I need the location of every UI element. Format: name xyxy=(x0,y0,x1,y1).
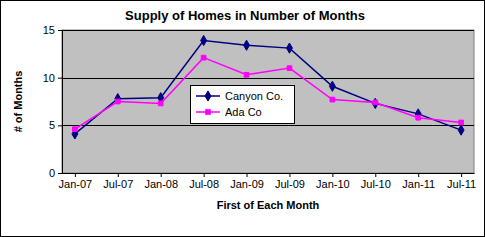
y-tick-mark xyxy=(58,78,62,79)
series-marker xyxy=(244,40,250,50)
series-line xyxy=(75,40,461,133)
x-tick-label: Jan-08 xyxy=(144,178,178,190)
x-tick: Jan-11 xyxy=(402,173,435,190)
series-marker xyxy=(201,35,207,45)
x-tick-label: Jan-07 xyxy=(59,178,93,190)
x-tick-label: Jul-09 xyxy=(275,178,305,190)
legend-entry: Canyon Co. xyxy=(196,90,283,102)
x-tick-label: Jan-09 xyxy=(230,178,264,190)
legend-marker xyxy=(205,91,211,101)
y-tick: 5 xyxy=(49,119,62,131)
series-marker xyxy=(115,99,120,104)
x-tick-mark xyxy=(461,173,462,177)
legend-entry: Ada Co xyxy=(196,106,262,118)
chart-svg: 0 5 10 15 Jan-07 Jul-07 Jan-08 Jul-08 Jan-09 Jul-… xyxy=(0,0,485,237)
y-tick-mark xyxy=(58,173,62,174)
x-tick: Jul-10 xyxy=(361,173,391,190)
x-tick: Jan-10 xyxy=(316,173,350,190)
grid-line xyxy=(62,30,474,31)
x-tick: Jul-07 xyxy=(103,173,133,190)
y-axis-title: # of Months xyxy=(12,71,24,133)
y-tick-label: 10 xyxy=(43,72,55,84)
x-tick: Jul-11 xyxy=(447,173,476,190)
y-tick-label: 0 xyxy=(49,167,55,179)
y-tick-label: 5 xyxy=(49,119,55,131)
y-tick-mark xyxy=(58,125,62,126)
series-marker xyxy=(458,125,464,135)
legend: Canyon Co. Ada Co xyxy=(191,86,295,124)
y-tick: 15 xyxy=(43,24,62,36)
x-tick-mark xyxy=(289,173,290,177)
plot-area xyxy=(62,30,474,173)
legend-label: Ada Co xyxy=(225,106,262,118)
x-tick-label: Jul-11 xyxy=(447,178,476,190)
series-marker xyxy=(244,72,249,77)
x-tick-label: Jul-08 xyxy=(189,178,219,190)
y-axis: 0 5 10 15 xyxy=(43,24,63,179)
chart-frame xyxy=(1,1,485,237)
grid-line xyxy=(62,78,474,79)
x-axis: Jan-07 Jul-07 Jan-08 Jul-08 Jan-09 Jul-09 Jan-… xyxy=(59,173,477,190)
plot-marks xyxy=(72,35,464,139)
series-marker xyxy=(73,127,78,132)
grid-line xyxy=(62,125,474,126)
x-tick-mark xyxy=(418,173,419,177)
x-tick-label: Jan-11 xyxy=(402,178,435,190)
x-tick-mark xyxy=(375,173,376,177)
legend-label: Canyon Co. xyxy=(225,90,283,102)
x-tick-mark xyxy=(204,173,205,177)
x-tick-label: Jul-10 xyxy=(361,178,391,190)
series-marker xyxy=(330,97,335,102)
x-tick-mark xyxy=(247,173,248,177)
legend-box xyxy=(191,86,295,124)
series-marker xyxy=(201,55,206,60)
x-tick-mark xyxy=(75,173,76,177)
x-tick: Jul-09 xyxy=(275,173,305,190)
x-tick: Jan-09 xyxy=(230,173,264,190)
series-marker xyxy=(459,120,464,125)
x-axis-line xyxy=(63,173,475,174)
legend-marker xyxy=(206,110,211,115)
series-line xyxy=(75,58,461,130)
x-tick-label: Jan-10 xyxy=(316,178,350,190)
chart: 0 5 10 15 Jan-07 Jul-07 Jan-08 Jul-08 Jan-09 Jul-… xyxy=(0,0,485,237)
series-marker xyxy=(329,81,335,91)
series-marker xyxy=(287,43,293,53)
series-marker xyxy=(373,100,378,105)
x-axis-title: First of Each Month xyxy=(217,199,320,211)
x-tick: Jul-08 xyxy=(189,173,219,190)
chart-title: Supply of Homes in Number of Months xyxy=(125,8,365,23)
x-tick: Jan-07 xyxy=(59,173,93,190)
series-marker xyxy=(287,66,292,71)
x-tick: Jan-08 xyxy=(144,173,178,190)
y-tick-mark xyxy=(58,30,62,31)
x-tick-mark xyxy=(118,173,119,177)
series-marker xyxy=(372,98,378,108)
grid xyxy=(62,31,474,174)
x-tick-label: Jul-07 xyxy=(103,178,133,190)
series-marker xyxy=(115,94,121,104)
x-tick-mark xyxy=(161,173,162,177)
y-tick: 10 xyxy=(43,72,62,84)
y-axis-line xyxy=(62,31,63,174)
y-tick-label: 15 xyxy=(43,24,55,36)
x-tick-mark xyxy=(332,173,333,177)
series-marker xyxy=(416,115,421,120)
series-marker xyxy=(158,101,163,106)
grid-line xyxy=(62,173,474,174)
